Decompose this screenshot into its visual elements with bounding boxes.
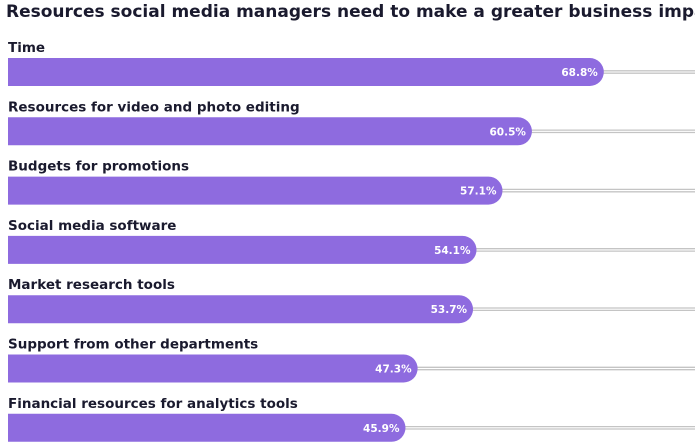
chart-title: Resources social media managers need to … [6,2,695,22]
bar [8,58,604,87]
value-label: 45.9% [363,423,400,435]
category-label: Time [8,40,45,56]
bar [8,295,474,324]
bar [8,354,418,383]
category-label: Social media software [8,218,176,234]
bar [8,117,532,146]
value-label: 53.7% [431,304,468,316]
category-label: Market research tools [8,277,175,293]
bar [8,176,503,205]
value-label: 60.5% [489,126,526,138]
bar [8,413,406,442]
value-label: 57.1% [460,186,497,198]
category-label: Resources for video and photo editing [8,99,300,115]
category-label: Financial resources for analytics tools [8,396,298,412]
category-label: Budgets for promotions [8,159,189,175]
value-label: 68.8% [561,67,598,79]
category-label: Support from other departments [8,337,258,353]
value-label: 47.3% [375,364,412,376]
value-label: 54.1% [434,245,471,257]
bar [8,235,477,264]
